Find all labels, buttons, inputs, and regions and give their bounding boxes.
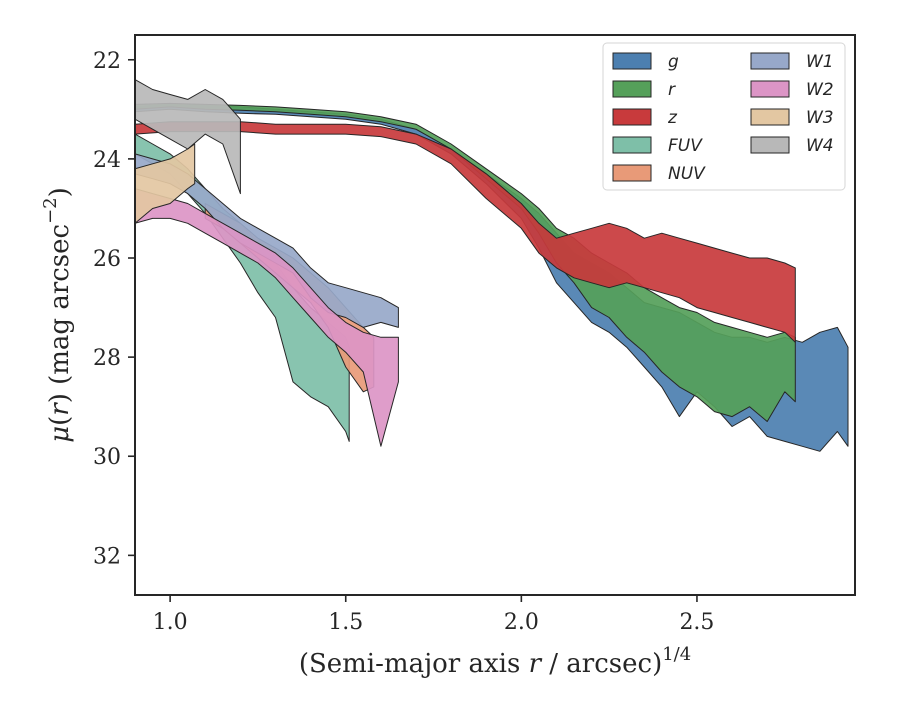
legend-label-fuv: FUV: [668, 136, 703, 156]
legend-swatch-w1: [750, 52, 790, 70]
x-tick-label: 2.5: [679, 610, 714, 635]
legend-swatch-nuv: [612, 164, 652, 182]
legend-swatch-fuv: [612, 136, 652, 154]
bands-layer: [135, 79, 849, 452]
legend-label-nuv: NUV: [668, 164, 706, 184]
band-r: [135, 102, 796, 422]
legend-swatch-w3: [750, 108, 790, 126]
y-tick-label: 22: [93, 49, 121, 74]
legend-swatch-w4: [750, 136, 790, 154]
legend-label-w3: W3: [806, 108, 834, 128]
legend-label-w1: W1: [806, 52, 834, 72]
band-w2: [135, 188, 399, 447]
y-tick-label: 30: [93, 445, 121, 470]
ticks-layer: 1.0 1.5 2.0 2.5 22 24 26 28 30 32: [93, 49, 714, 635]
legend-swatch-g: [612, 52, 652, 70]
x-tick-label: 1.5: [328, 610, 363, 635]
band-w3: [135, 143, 196, 224]
x-tick-label: 2.0: [504, 610, 539, 635]
band-w4: [135, 79, 241, 195]
axes-frame: [134, 34, 856, 596]
legend: grz FUV NUV W1 W2 W3 W4: [602, 42, 846, 191]
legend-swatch-z: [612, 108, 652, 126]
x-axis-label: (Semi-major axis r / arcsec)1/4: [299, 644, 691, 679]
legend-label-r: r: [668, 80, 676, 100]
legend-label-g: g: [668, 52, 679, 72]
y-tick-label: 24: [93, 148, 121, 173]
legend-label-w4: W4: [806, 136, 834, 156]
legend-swatch-w2: [750, 80, 790, 98]
y-axis-label: μ(r) (mag arcsec−2): [40, 187, 75, 443]
legend-label-z: z: [667, 108, 678, 128]
legend-swatch-r: [612, 80, 652, 98]
band-w1: [135, 153, 399, 328]
band-z: [135, 121, 796, 343]
legend-label-w2: W2: [806, 80, 834, 100]
x-tick-label: 1.0: [153, 610, 188, 635]
y-tick-label: 32: [93, 544, 121, 569]
y-tick-label: 26: [93, 247, 121, 272]
y-tick-label: 28: [93, 346, 121, 371]
